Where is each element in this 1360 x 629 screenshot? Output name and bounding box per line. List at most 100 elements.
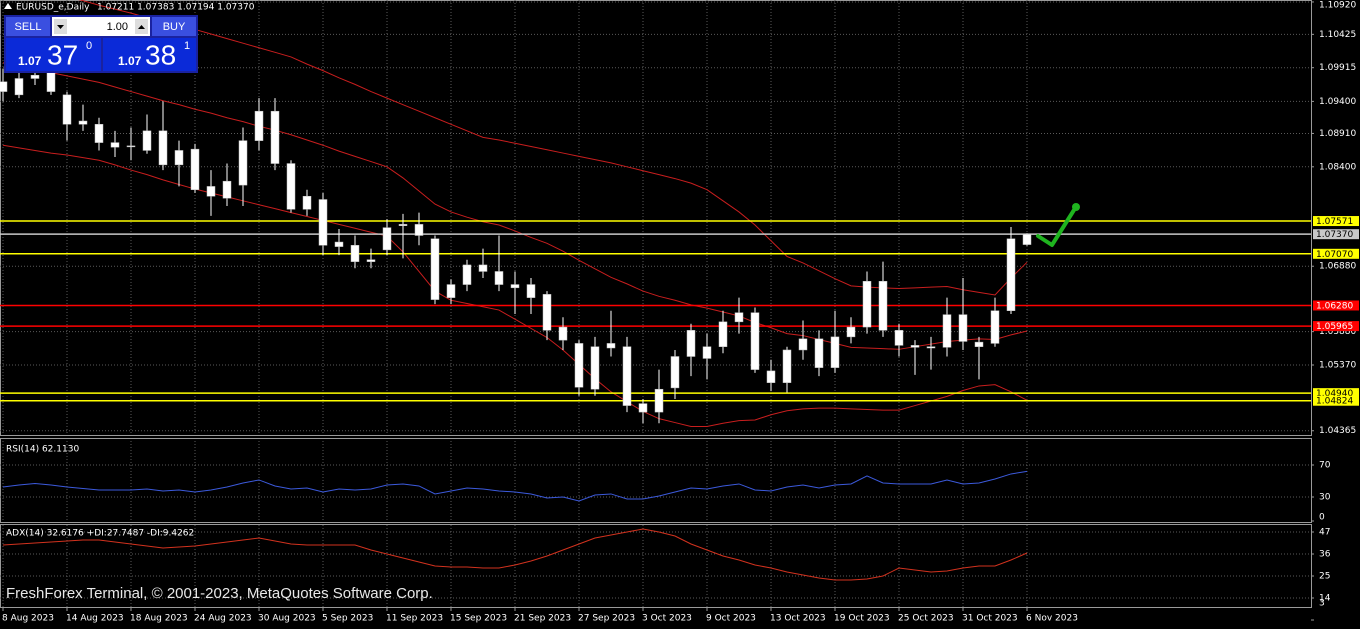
- candle-body: [78, 120, 88, 125]
- candle-body: [1006, 238, 1016, 311]
- level-tag: [1313, 248, 1359, 259]
- header-icon: [4, 3, 12, 9]
- candle-body: [318, 199, 328, 246]
- y-tick-label: 1.09915: [1319, 63, 1356, 73]
- candle-body: [718, 321, 728, 347]
- watermark: FreshForex Terminal, © 2001-2023, MetaQu…: [6, 585, 433, 602]
- level-tag-label: 1.07370: [1316, 230, 1353, 240]
- candle-body: [302, 195, 312, 210]
- y-tick-label: 1.09400: [1319, 97, 1356, 107]
- ask-box[interactable]: [103, 38, 196, 71]
- candle-body: [974, 341, 984, 347]
- x-tick-label: 15 Sep 2023: [450, 614, 507, 624]
- candle-body: [462, 264, 472, 285]
- x-tick-label: 9 Oct 2023: [706, 614, 756, 624]
- y-tick-label: 1.08910: [1319, 129, 1356, 139]
- candle-body: [110, 142, 120, 148]
- y-tick-label: 70: [1319, 461, 1331, 471]
- x-tick-label: 8 Aug 2023: [2, 614, 54, 624]
- y-tick-label: 3: [1319, 599, 1325, 609]
- lot-up-icon: [138, 25, 145, 29]
- candle-body: [862, 281, 872, 328]
- candle-body: [270, 110, 280, 164]
- candle-body: [622, 346, 632, 406]
- rsi-panel-frame: [0, 438, 1312, 523]
- indicator-line: [2, 470, 1028, 502]
- candle-body: [414, 224, 424, 236]
- candle-body: [510, 284, 520, 289]
- x-tick-label: 11 Sep 2023: [386, 614, 443, 624]
- level-tag-label: 1.05965: [1316, 322, 1353, 332]
- y-tick-label: 47: [1319, 528, 1330, 538]
- main-panel-frame: [0, 0, 1312, 436]
- lot-field[interactable]: [52, 17, 150, 36]
- y-tick-label: 0: [1319, 513, 1325, 523]
- candle-body: [670, 356, 680, 389]
- candle-body: [0, 81, 8, 92]
- candle-body: [702, 346, 712, 359]
- level-tag-label: 1.07070: [1316, 250, 1353, 260]
- level-tag: [1313, 388, 1359, 399]
- level-tag-label: 1.04824: [1316, 397, 1353, 407]
- candle-body: [766, 370, 776, 383]
- x-tick-label: 3 Oct 2023: [642, 614, 692, 624]
- candle-body: [238, 140, 248, 186]
- plot: [2, 470, 1028, 502]
- candle-body: [782, 349, 792, 383]
- lot-down-icon: [57, 25, 64, 29]
- band-line: [2, 144, 1028, 427]
- plot: [0, 0, 1311, 427]
- candle-body: [366, 259, 376, 262]
- candle-body: [254, 110, 264, 141]
- candle-body: [734, 312, 744, 323]
- panel-title: ADX(14) 32.6176 +DI:27.7487 -DI:9.4262: [6, 529, 194, 539]
- candle-body: [574, 343, 584, 388]
- x-tick-label: 27 Sep 2023: [578, 614, 635, 624]
- candle-body: [334, 241, 344, 247]
- chart-title: EURUSD_e,Daily: [16, 3, 90, 13]
- candle-body: [478, 264, 488, 272]
- ask-pips: 38: [145, 39, 176, 70]
- x-tick-label: 6 Nov 2023: [1026, 614, 1078, 624]
- y-tick-label: 1.05880: [1319, 327, 1356, 337]
- candle-body: [910, 345, 920, 348]
- candle-body: [798, 338, 808, 351]
- candle-body: [126, 145, 136, 148]
- x-tick-label: 21 Sep 2023: [514, 614, 571, 624]
- bid-pips: 37: [47, 39, 78, 70]
- candle-body: [46, 71, 56, 92]
- candle-body: [558, 326, 568, 341]
- check-annotation-tip: [1072, 203, 1080, 211]
- bid-fraction: 0: [86, 40, 92, 52]
- y-tick-label: 36: [1319, 550, 1331, 560]
- x-tick-label: 13 Oct 2023: [770, 614, 826, 624]
- level-tag-label: 1.06280: [1316, 301, 1353, 311]
- plot: [2, 528, 1028, 581]
- x-tick-label: 30 Aug 2023: [258, 614, 316, 624]
- sell-button[interactable]: [6, 17, 50, 36]
- bid-box[interactable]: [6, 38, 101, 71]
- ask-fraction: 1: [184, 40, 190, 52]
- level-tag: [1313, 300, 1359, 311]
- candle-body: [542, 294, 552, 331]
- level-tag-label: 1.07571: [1316, 217, 1353, 227]
- y-tick-label: 1.10425: [1319, 30, 1356, 40]
- x-tick-label: 24 Aug 2023: [194, 614, 252, 624]
- x-tick-label: 31 Oct 2023: [962, 614, 1018, 624]
- candle-body: [158, 130, 168, 166]
- buy-button[interactable]: [152, 17, 196, 36]
- candle-body: [1022, 233, 1032, 245]
- candle-body: [750, 312, 760, 370]
- candle-body: [494, 271, 504, 285]
- candle-body: [190, 148, 200, 190]
- candle-body: [590, 346, 600, 390]
- candle-body: [14, 78, 24, 96]
- indicator-line: [2, 528, 1028, 581]
- candle-body: [638, 403, 648, 413]
- y-tick-label: 1.04365: [1319, 426, 1356, 436]
- candle-body: [62, 94, 72, 125]
- candle-body: [926, 346, 936, 349]
